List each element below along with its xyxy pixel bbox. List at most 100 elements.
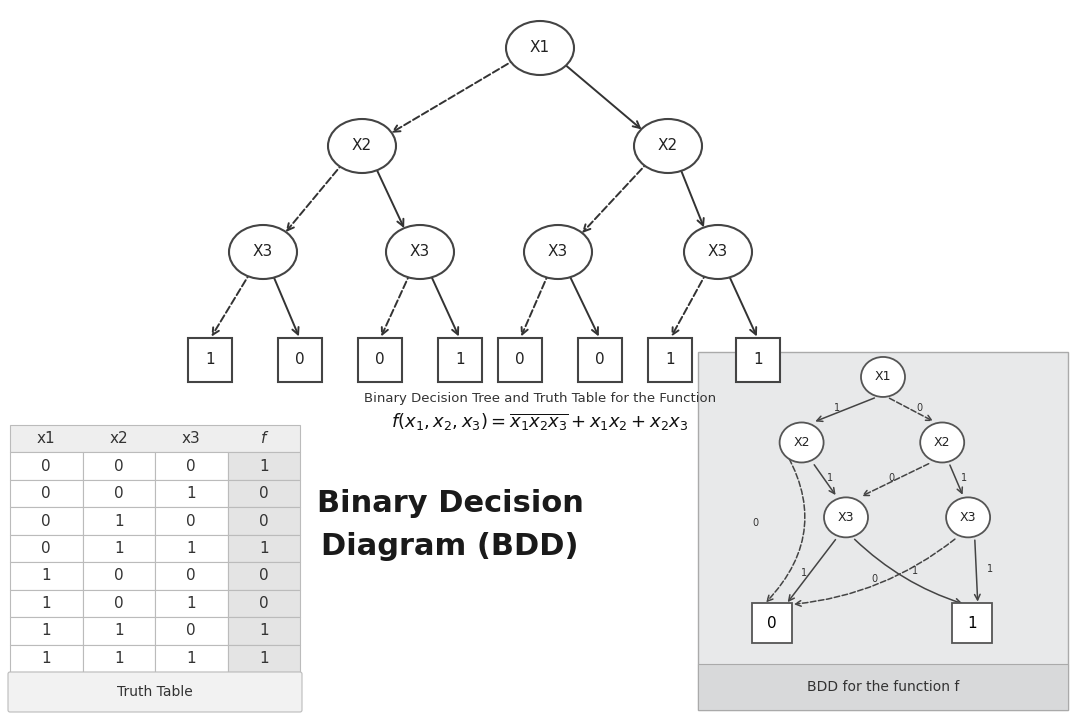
Text: X2: X2 [934,436,950,449]
Text: 0: 0 [41,486,51,501]
Text: 1: 1 [259,459,269,474]
Text: 1: 1 [259,651,269,666]
Text: 1: 1 [987,564,994,574]
Text: X3: X3 [253,245,273,259]
Text: 1: 1 [187,651,197,666]
FancyBboxPatch shape [156,535,228,562]
FancyBboxPatch shape [648,338,692,382]
FancyBboxPatch shape [698,664,1068,710]
Text: 1: 1 [912,566,918,576]
Text: x1: x1 [37,431,55,446]
FancyBboxPatch shape [10,452,82,480]
Text: 0: 0 [767,616,777,631]
FancyBboxPatch shape [82,452,156,480]
Ellipse shape [684,225,752,279]
FancyBboxPatch shape [8,672,302,712]
Text: X3: X3 [410,245,430,259]
Text: 0: 0 [259,513,269,528]
FancyBboxPatch shape [228,644,300,672]
FancyBboxPatch shape [752,603,792,644]
Ellipse shape [920,423,964,462]
Ellipse shape [507,21,573,75]
Text: 1: 1 [967,616,976,631]
Text: 0: 0 [375,353,384,367]
FancyBboxPatch shape [82,562,156,590]
FancyBboxPatch shape [82,590,156,617]
FancyBboxPatch shape [10,480,82,508]
FancyBboxPatch shape [228,535,300,562]
FancyBboxPatch shape [735,338,780,382]
Text: X1: X1 [530,40,550,55]
Text: 1: 1 [665,353,675,367]
FancyBboxPatch shape [228,590,300,617]
Text: 0: 0 [515,353,525,367]
FancyBboxPatch shape [82,535,156,562]
FancyBboxPatch shape [188,338,232,382]
FancyBboxPatch shape [10,535,82,562]
FancyBboxPatch shape [228,508,300,535]
FancyBboxPatch shape [156,617,228,644]
Text: 1: 1 [187,541,197,556]
Text: 1: 1 [41,651,51,666]
FancyBboxPatch shape [10,562,82,590]
Text: 1: 1 [205,353,215,367]
FancyBboxPatch shape [10,425,300,452]
Text: 1: 1 [259,624,269,639]
FancyBboxPatch shape [156,508,228,535]
Text: 0: 0 [113,486,123,501]
Text: $f(x_1,x_2,x_3) = \overline{x_1}\overline{x_2}\overline{x_3} + x_1x_2 + x_2x_3$: $f(x_1,x_2,x_3) = \overline{x_1}\overlin… [391,412,689,433]
FancyBboxPatch shape [82,508,156,535]
Text: 0: 0 [187,513,197,528]
Text: 0: 0 [595,353,605,367]
Text: 0: 0 [113,459,123,474]
Text: 0: 0 [870,574,877,584]
FancyBboxPatch shape [82,617,156,644]
FancyBboxPatch shape [438,338,482,382]
Text: 0: 0 [41,459,51,474]
Text: 1: 1 [113,651,123,666]
Text: BDD for the function f: BDD for the function f [807,680,959,694]
Text: 0: 0 [187,624,197,639]
FancyBboxPatch shape [10,508,82,535]
Text: 0: 0 [295,353,305,367]
FancyBboxPatch shape [578,338,622,382]
Text: 1: 1 [41,596,51,611]
Text: 0: 0 [916,402,922,413]
FancyBboxPatch shape [156,644,228,672]
Text: x3: x3 [181,431,201,446]
Text: X2: X2 [658,138,678,153]
Text: 0: 0 [753,518,759,528]
Ellipse shape [634,119,702,173]
Text: 0: 0 [113,569,123,583]
Text: 0: 0 [187,569,197,583]
Text: f: f [261,431,267,446]
Ellipse shape [524,225,592,279]
Text: 0: 0 [259,569,269,583]
Ellipse shape [386,225,454,279]
Text: 1: 1 [187,486,197,501]
Text: X3: X3 [838,511,854,524]
FancyBboxPatch shape [82,644,156,672]
Ellipse shape [780,423,824,462]
FancyBboxPatch shape [156,480,228,508]
Text: 1: 1 [827,473,833,483]
Text: 1: 1 [800,568,807,578]
Text: Truth Table: Truth Table [117,685,193,699]
Ellipse shape [229,225,297,279]
Text: 0: 0 [113,596,123,611]
Text: 1: 1 [113,624,123,639]
Text: X1: X1 [875,371,891,384]
FancyBboxPatch shape [10,617,82,644]
Text: 0: 0 [41,541,51,556]
Text: Binary Decision
Diagram (BDD): Binary Decision Diagram (BDD) [316,489,583,561]
Text: 1: 1 [259,541,269,556]
Ellipse shape [328,119,396,173]
Text: 1: 1 [113,541,123,556]
Text: 0: 0 [41,513,51,528]
Text: 1: 1 [455,353,464,367]
Text: 0: 0 [187,459,197,474]
FancyBboxPatch shape [951,603,991,644]
Text: X3: X3 [548,245,568,259]
FancyBboxPatch shape [10,590,82,617]
Text: 1: 1 [41,569,51,583]
